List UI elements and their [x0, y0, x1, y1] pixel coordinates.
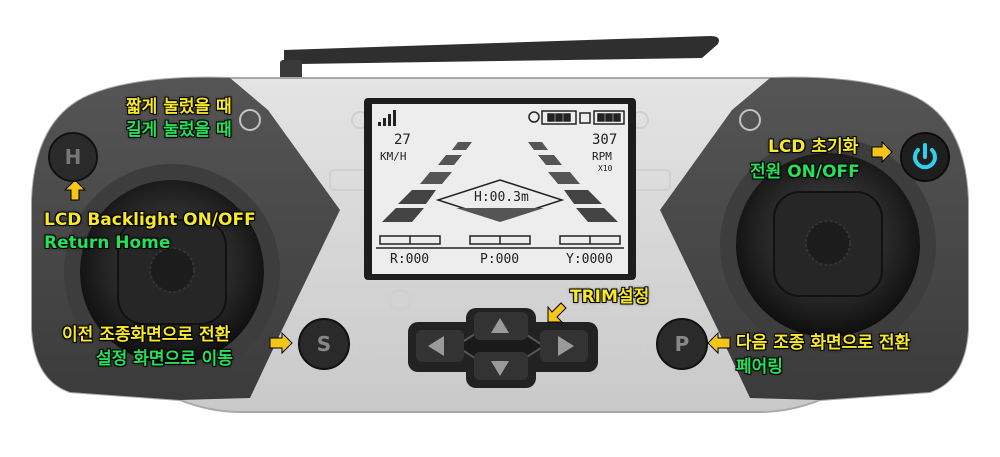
lcd-screen [372, 104, 628, 274]
power-icon [913, 143, 937, 170]
power-button[interactable] [900, 132, 950, 182]
attitude-bars-right [528, 142, 618, 222]
dpad-left-icon [428, 336, 444, 356]
lcd-yaw: Y:0000 [566, 252, 613, 267]
lcd-pitch: P:000 [480, 252, 520, 267]
lcd-rpm-unit: RPM [592, 150, 612, 163]
arrow-to-h-icon [63, 179, 87, 201]
signal-icon [378, 110, 396, 126]
h-long-action-label: Return Home [44, 233, 171, 253]
h-long-press-label: 길게 눌렀을 때 [126, 120, 232, 140]
h-button[interactable]: H [48, 132, 98, 182]
s-short-press-label: 이전 조종화면으로 전환 [62, 325, 231, 345]
arrow-to-power-icon [871, 140, 893, 164]
power-short-press-label: LCD 초기화 [768, 137, 859, 157]
s-button-label: S [316, 332, 332, 356]
lcd-rpm-value: 307 [592, 132, 618, 148]
battery-icon [541, 110, 625, 125]
p-long-press-label: 페어링 [736, 357, 783, 377]
s-long-press-label: 설정 화면으로 이동 [96, 349, 233, 369]
dpad-right-icon [558, 336, 574, 356]
h-short-action-label: LCD Backlight ON/OFF [44, 210, 256, 230]
dpad-down-icon [491, 361, 509, 376]
h-short-press-label: 짧게 눌렀을 때 [126, 97, 232, 117]
lcd-roll: R:000 [390, 252, 430, 267]
p-button-label: P [674, 332, 690, 356]
lcd-height: H:00.3m [474, 190, 529, 205]
attitude-bars-left [382, 142, 472, 222]
arrow-to-s-icon [269, 331, 293, 355]
antenna-hinge [280, 60, 302, 82]
antenna [284, 36, 719, 78]
arrow-to-dpad-icon [547, 302, 567, 323]
h-button-label: H [64, 145, 82, 169]
power-long-press-label: 전원 ON/OFF [750, 162, 860, 182]
arrow-to-p-icon [707, 331, 731, 355]
p-button[interactable]: P [656, 318, 708, 370]
lcd-speed-unit: KM/H [380, 150, 407, 163]
dpad [408, 308, 598, 388]
trim-label: TRIM설정 [570, 287, 650, 307]
dpad-up-icon [491, 318, 509, 333]
s-button[interactable]: S [298, 318, 350, 370]
lcd-speed-value: 27 [394, 132, 411, 148]
p-short-press-label: 다음 조종 화면으로 전환 [736, 333, 911, 353]
lcd-rpm-multiplier: X10 [598, 164, 613, 173]
